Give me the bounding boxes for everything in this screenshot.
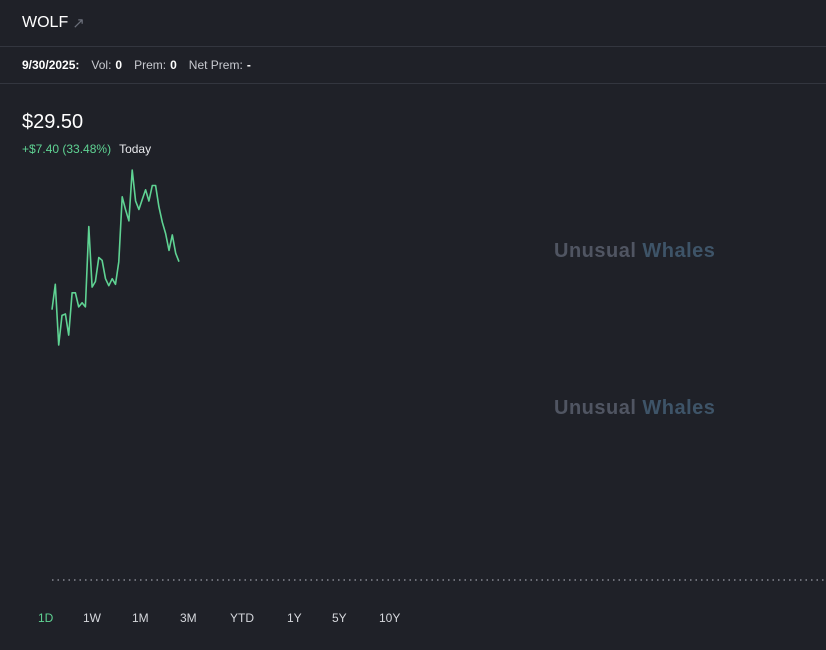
price-line-series — [51, 169, 180, 346]
watermark-lower: Unusual Whales — [554, 397, 715, 420]
time-range-selector: 1D 1W 1M 3M YTD 1Y 5Y 10Y — [0, 611, 826, 631]
net-prem-value: - — [246, 58, 251, 72]
net-prem-label: Net Prem: — [188, 58, 243, 72]
watermark-lower-part2: Whales — [642, 397, 716, 419]
change-period: Today — [119, 142, 152, 156]
stats-date: 9/30/2025: — [22, 58, 80, 72]
range-button-10y[interactable]: 10Y — [379, 611, 401, 625]
arrow-up-right-icon[interactable]: ↗ — [72, 14, 85, 32]
range-button-1y[interactable]: 1Y — [287, 611, 302, 625]
range-button-3m[interactable]: 3M — [180, 611, 197, 625]
watermark-upper: Unusual Whales — [554, 240, 715, 263]
watermark-upper-part1: Unusual — [554, 240, 637, 262]
price-change-row: +$7.40 (33.48%) Today — [22, 142, 151, 156]
range-button-1w[interactable]: 1W — [83, 611, 101, 625]
header-bar: WOLF ↗ — [0, 0, 826, 47]
ticker-link[interactable]: WOLF ↗ — [22, 14, 85, 32]
range-button-5y[interactable]: 5Y — [332, 611, 347, 625]
price-chart[interactable] — [0, 160, 826, 590]
ticker-symbol[interactable]: WOLF — [22, 14, 69, 31]
price-change: +$7.40 (33.48%) — [22, 142, 112, 156]
stats-bar: 9/30/2025: Vol: 0 Prem: 0 Net Prem: - — [0, 47, 826, 84]
range-button-1d[interactable]: 1D — [38, 611, 54, 625]
current-price: $29.50 — [22, 111, 84, 133]
range-button-ytd[interactable]: YTD — [230, 611, 254, 625]
prem-label: Prem: — [134, 58, 167, 72]
vol-label: Vol: — [91, 58, 112, 72]
prem-value: 0 — [170, 58, 177, 72]
watermark-lower-part1: Unusual — [554, 397, 637, 419]
range-button-1m[interactable]: 1M — [132, 611, 149, 625]
vol-value: 0 — [115, 58, 123, 72]
watermark-upper-part2: Whales — [642, 240, 716, 262]
